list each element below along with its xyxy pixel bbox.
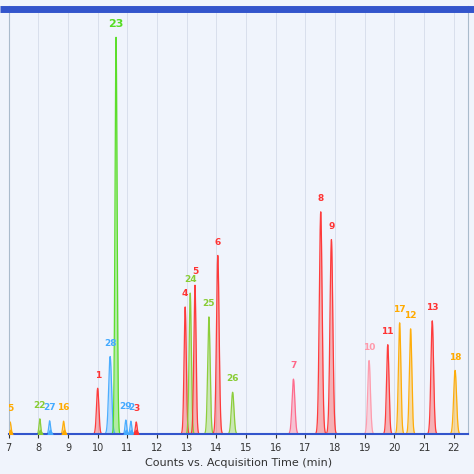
Text: 18: 18 <box>449 353 461 362</box>
Text: 6: 6 <box>215 237 221 246</box>
Text: 22: 22 <box>34 401 46 410</box>
Text: 8: 8 <box>318 194 324 203</box>
Text: 10: 10 <box>363 343 375 352</box>
Text: 1: 1 <box>94 371 101 380</box>
Text: 28: 28 <box>104 339 117 348</box>
Text: 23: 23 <box>109 18 124 28</box>
Text: 4: 4 <box>182 289 188 298</box>
Text: 3: 3 <box>133 404 139 413</box>
Text: 27: 27 <box>43 403 56 412</box>
Text: 13: 13 <box>426 303 438 312</box>
X-axis label: Counts vs. Acquisition Time (min): Counts vs. Acquisition Time (min) <box>145 458 332 468</box>
Text: 26: 26 <box>227 374 239 383</box>
Text: 5: 5 <box>7 404 13 413</box>
Text: 16: 16 <box>57 403 70 412</box>
Text: 7: 7 <box>290 361 297 370</box>
Text: 25: 25 <box>203 299 215 308</box>
Text: 11: 11 <box>382 327 394 336</box>
Text: 24: 24 <box>184 275 197 284</box>
Text: 2: 2 <box>128 403 134 412</box>
Text: 12: 12 <box>404 311 417 320</box>
Text: 5: 5 <box>192 267 198 276</box>
Text: 29: 29 <box>119 402 132 411</box>
Text: 9: 9 <box>328 222 335 231</box>
Text: 17: 17 <box>393 305 406 314</box>
